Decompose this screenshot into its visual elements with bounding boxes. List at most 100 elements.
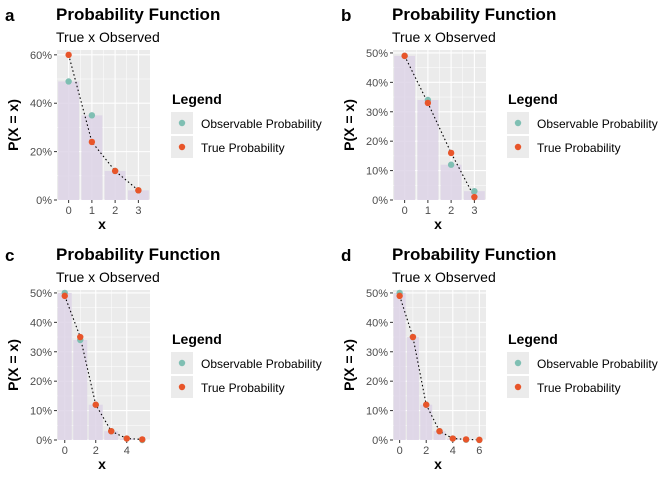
bar — [433, 431, 446, 440]
x-tick-label: 1 — [89, 205, 95, 217]
true-point — [123, 435, 130, 442]
y-tick-label: 60% — [30, 50, 52, 62]
bar — [58, 81, 80, 200]
legend-title-b: Legend — [508, 91, 558, 107]
x-tick-label: 2 — [448, 205, 454, 217]
chart-title-a: Probability Function — [56, 5, 220, 24]
legend-label-true-b: True Probability — [537, 141, 621, 155]
y-tick-label: 20% — [30, 376, 52, 388]
chart-subtitle-b: True x Observed — [392, 29, 496, 45]
true-point — [111, 167, 119, 175]
true-point — [447, 149, 455, 157]
y-tick-label: 40% — [366, 77, 388, 89]
legend-a: Legend Observable Probability True Proba… — [171, 91, 322, 158]
bar — [73, 340, 88, 440]
legend-key-true-a — [178, 143, 186, 151]
true-point — [449, 435, 456, 442]
observable-point — [471, 187, 478, 195]
y-tick-label: 50% — [366, 288, 388, 300]
y-axis-label-a: P(X = x) — [5, 99, 21, 151]
bar — [393, 292, 406, 440]
y-tick-label: 10% — [366, 166, 388, 178]
true-point — [135, 187, 142, 194]
x-tick-label: 2 — [93, 445, 99, 457]
x-tick-label: 0 — [402, 205, 408, 217]
true-point — [139, 436, 146, 443]
true-point — [436, 427, 443, 435]
y-tick-label: 50% — [30, 288, 52, 300]
y-tick-label: 40% — [366, 317, 388, 329]
x-tick-label: 6 — [476, 445, 482, 457]
bar — [57, 292, 72, 440]
true-point — [108, 427, 115, 435]
panel-c: c Probability Function True x Observed 0… — [5, 245, 322, 472]
legend-d: Legend Observable Probability True Proba… — [507, 331, 658, 398]
y-tick-label: 20% — [366, 136, 388, 148]
true-probability-line — [68, 54, 139, 191]
true-probability-line — [404, 55, 475, 198]
legend-key-observable-a — [178, 119, 186, 127]
bar — [104, 431, 119, 440]
x-tick-label: 0 — [62, 445, 68, 457]
legend-c: Legend Observable Probability True Proba… — [171, 331, 322, 398]
plot-area-a: 0% 20% 40% 60% 0 1 2 3 — [30, 50, 150, 217]
x-axis-label-d: x — [434, 456, 442, 472]
legend-title-d: Legend — [508, 331, 558, 347]
y-axis-label-c: P(X = x) — [5, 339, 21, 391]
true-point — [471, 193, 478, 201]
legend-b: Legend Observable Probability True Proba… — [507, 91, 658, 158]
true-point — [409, 333, 417, 341]
x-axis-label-b: x — [434, 216, 442, 232]
legend-label-true-a: True Probability — [201, 141, 285, 155]
chart-subtitle-a: True x Observed — [56, 29, 160, 45]
legend-key-observable-d — [514, 359, 522, 367]
bar — [127, 190, 149, 200]
bar — [394, 55, 416, 200]
x-tick-label: 3 — [135, 205, 141, 217]
legend-label-observable-d: Observable Probability — [537, 357, 658, 371]
y-tick-label: 10% — [30, 406, 52, 418]
panel-a: a Probability Function True x Observed 0… — [5, 5, 322, 232]
legend-key-true-b — [514, 143, 522, 151]
x-tick-label: 4 — [450, 445, 456, 457]
plot-area-b: 0% 10% 20% 30% 40% 50% 0 1 2 3 — [366, 48, 486, 217]
true-point — [424, 99, 432, 107]
chart-title-c: Probability Function — [56, 245, 220, 264]
panel-tag-d: d — [341, 246, 351, 265]
x-tick-label: 2 — [423, 445, 429, 457]
observable-point — [65, 78, 72, 85]
legend-label-true-d: True Probability — [537, 381, 621, 395]
y-tick-label: 40% — [30, 98, 52, 110]
panel-b: b Probability Function True x Observed 0… — [341, 5, 658, 232]
true-point — [401, 52, 408, 60]
bar — [417, 100, 439, 200]
y-tick-label: 30% — [366, 107, 388, 119]
y-tick-label: 0% — [36, 195, 52, 207]
chart-subtitle-c: True x Observed — [56, 269, 160, 285]
chart-title-b: Probability Function — [392, 5, 556, 24]
true-point — [462, 436, 470, 443]
y-axis-label-d: P(X = x) — [341, 339, 357, 391]
y-tick-label: 20% — [30, 147, 52, 159]
bar — [88, 404, 103, 440]
y-tick-label: 50% — [366, 48, 388, 60]
y-tick-label: 0% — [36, 435, 52, 447]
legend-key-true-d — [514, 383, 522, 391]
panel-tag-b: b — [341, 6, 351, 25]
legend-label-observable-c: Observable Probability — [201, 357, 322, 371]
y-tick-label: 10% — [366, 406, 388, 418]
panel-d: d Probability Function True x Observed 0… — [341, 245, 658, 472]
true-point — [88, 138, 96, 146]
plot-area-c: 0% 10% 20% 30% 40% 50% 0 2 4 — [30, 288, 150, 457]
true-probability-line — [64, 295, 143, 440]
true-point — [65, 51, 72, 59]
true-point — [476, 436, 483, 444]
y-tick-label: 30% — [366, 347, 388, 359]
bar — [440, 164, 462, 200]
plot-area-d: 0% 10% 20% 30% 40% 50% 0 2 4 6 — [366, 288, 486, 457]
y-tick-label: 40% — [30, 317, 52, 329]
bar — [420, 404, 433, 440]
x-tick-label: 3 — [471, 205, 477, 217]
y-axis-label-b: P(X = x) — [341, 99, 357, 151]
